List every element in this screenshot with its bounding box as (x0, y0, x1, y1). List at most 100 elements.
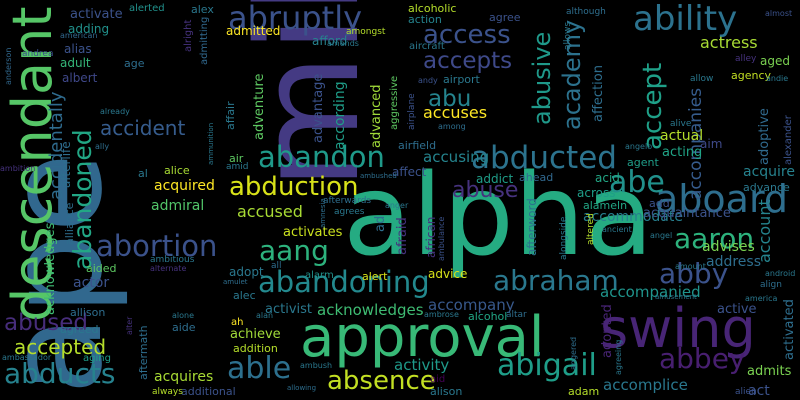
word-ambitious: ambitious (150, 255, 195, 265)
word-aaron: aaron (674, 222, 755, 255)
word-alison: alison (430, 385, 463, 398)
word-adding: adding (68, 22, 110, 36)
word-accompany: accompany (428, 296, 515, 314)
word-anderson: anderson (4, 47, 13, 85)
word-ahead: ahead (519, 171, 554, 184)
word-allows: allows (563, 21, 573, 50)
word-addition: addition (233, 342, 278, 355)
word-aboard: aboard (655, 177, 789, 221)
word-abandoning: abandoning (258, 265, 430, 299)
word-angered: angered (569, 336, 578, 370)
word-afterwards: afterwards (323, 196, 372, 206)
word-advice: advice (428, 267, 468, 281)
word-acquaintance: acquaintance (643, 206, 731, 221)
word-alias: alias (64, 42, 92, 56)
word-abigail: abigail (497, 348, 597, 383)
word-alcoholic: alcoholic (408, 2, 457, 15)
word-alien: alien (735, 387, 757, 397)
word-agreeing: agreeing (614, 339, 623, 375)
word-abuse: abuse (452, 178, 519, 203)
word-alexander: alexander (783, 115, 794, 165)
word-alive: alive (670, 119, 692, 129)
word-activated: activated (782, 299, 797, 360)
word-affect: affect (392, 165, 427, 179)
word-swing: swing (600, 297, 756, 360)
word-alternate: alternate (150, 264, 187, 273)
word-amongst: amongst (346, 27, 386, 37)
word-abused: abused (4, 310, 89, 336)
word-abortion: abortion (96, 229, 218, 263)
word-additional: additional (181, 385, 236, 398)
word-alcohol: alcohol (468, 310, 508, 323)
word-angelo: angelo (625, 142, 653, 151)
word-accompanied: accompanied (600, 283, 701, 301)
word-andy: andy (418, 76, 438, 85)
word-absence: absence (327, 366, 436, 396)
word-almost: almost (765, 9, 793, 18)
word-alongside: alongside (559, 216, 569, 260)
word-alliance: alliance (63, 202, 76, 245)
word-alex: alex (191, 3, 214, 16)
word-alice: alice (164, 164, 190, 177)
word-affection: affection (591, 65, 606, 122)
word-accepted: accepted (14, 335, 107, 359)
word-accepts: accepts (423, 48, 513, 74)
word-afterlife: afterlife (59, 141, 73, 188)
word-air: air (229, 152, 244, 165)
word-abduction: abduction (229, 172, 359, 202)
word-amnesia: amnesia (319, 198, 327, 228)
word-adult: adult (60, 56, 91, 70)
word-abe: abe (609, 165, 665, 200)
word-actress: actress (700, 33, 758, 52)
word-age: age (124, 57, 145, 70)
word-act: act (748, 383, 770, 399)
word-aide: aide (172, 321, 196, 334)
word-agent: agent (627, 156, 659, 169)
word-acquires: acquires (154, 369, 214, 385)
word-ambushed: ambushed (360, 172, 397, 180)
word-accommodate: accommodate (583, 209, 683, 225)
word-acting: acting (662, 145, 703, 160)
word-ambrose: ambrose (424, 310, 459, 319)
word-abandoned: abandoned (68, 129, 97, 270)
word-airfield: airfield (398, 139, 437, 152)
word-ability: ability (633, 0, 738, 39)
word-anger: anger (385, 201, 409, 210)
word-alameln: alameln (583, 199, 628, 212)
word-ambush: ambush (300, 361, 333, 370)
word-andie: andie (766, 74, 789, 83)
word-adam: adam (568, 385, 600, 398)
word-abusive: abusive (528, 31, 556, 125)
word-albert: albert (62, 71, 98, 85)
word-activist: activist (265, 302, 312, 317)
word-alright: alright (183, 19, 194, 52)
word-activates: activates (283, 225, 343, 240)
word-acquired: acquired (154, 178, 215, 194)
word-affair: affair (224, 101, 237, 130)
word-across: across (577, 186, 616, 200)
word-ally: ally (95, 142, 110, 151)
word-america: america (745, 294, 778, 303)
word-agree: agree (489, 11, 521, 24)
word-allow: allow (690, 74, 714, 84)
word-amusement: amusement (655, 293, 697, 301)
word-afterword: afterword (525, 198, 539, 256)
word-accuses: accuses (423, 103, 488, 122)
word-aided: aided (86, 262, 117, 275)
word-alone: alone (172, 311, 195, 320)
word-alley: alley (735, 54, 757, 64)
word-admits: admits (747, 364, 792, 379)
word-advantage: advantage (311, 73, 326, 143)
word-ambassador: ambassador (2, 353, 52, 362)
word-active: active (717, 302, 757, 317)
word-agency: agency (731, 69, 772, 82)
word-advance: advance (743, 181, 790, 194)
word-allowing: allowing (287, 384, 317, 392)
word-aid: aid (430, 374, 446, 385)
word-adventure: adventure (252, 73, 267, 140)
word-ad: ad (373, 215, 388, 232)
word-aftermath: aftermath (137, 325, 150, 380)
word-ancient: ancient (602, 225, 632, 234)
word-andrea: andrea (22, 49, 54, 59)
